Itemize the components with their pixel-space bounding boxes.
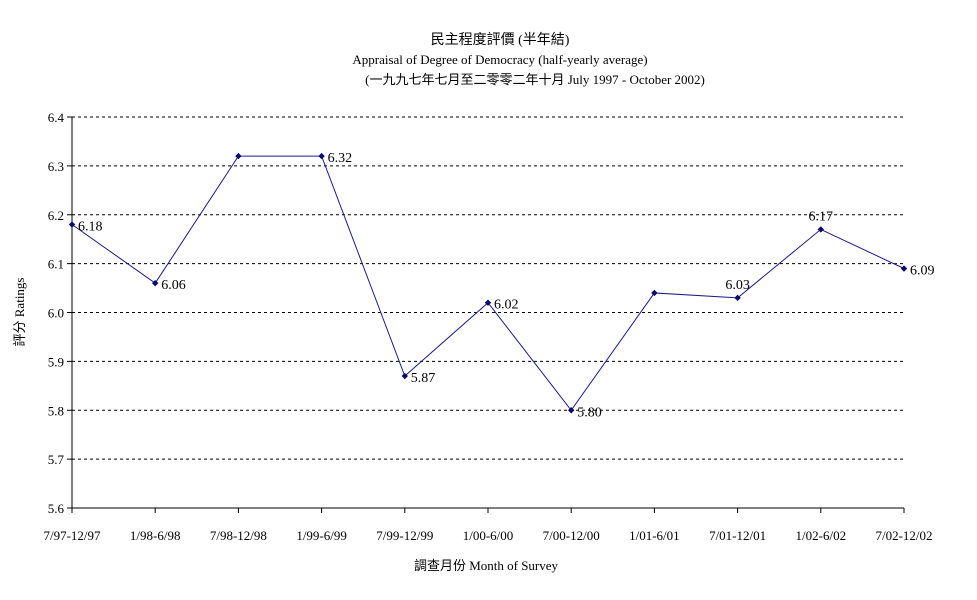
- data-label: 6.06: [161, 278, 186, 293]
- x-tick-label: 7/99-12/99: [376, 528, 433, 543]
- y-tick-label: 6.0: [48, 306, 64, 321]
- y-tick-label: 5.6: [48, 501, 65, 516]
- gridlines: [72, 116, 904, 460]
- chart-subtitle-dates: (一九九七年七月至二零零二年十月 July 1997 - October 200…: [365, 72, 705, 87]
- data-point: [152, 279, 159, 287]
- data-label: 6.17: [809, 209, 834, 224]
- data-label: 6.18: [78, 220, 103, 235]
- chart-subtitle: Appraisal of Degree of Democracy (half-y…: [352, 52, 647, 67]
- x-tick-label: 1/02-6/02: [796, 528, 847, 543]
- data-point: [401, 372, 408, 380]
- data-label: 6.03: [725, 278, 750, 293]
- x-tick-label: 1/00-6/00: [463, 528, 514, 543]
- data-label: 5.80: [577, 405, 602, 420]
- axes: [67, 116, 905, 513]
- x-tick-label: 7/01-12/01: [709, 528, 766, 543]
- series-markers: [68, 152, 908, 414]
- data-point: [235, 152, 242, 160]
- x-axis-title: 調查月份 Month of Survey: [414, 558, 559, 573]
- y-axis-title: 評分 Ratings: [12, 278, 27, 347]
- x-tick-label: 7/97-12/97: [43, 528, 101, 543]
- data-point: [484, 299, 492, 306]
- y-tick-labels: 5.6 5.7 5.8 5.9 6.0 6.1 6.2 6.3 6.4: [48, 110, 65, 516]
- chart-title: 民主程度評價 (半年結): [431, 31, 570, 48]
- data-point: [68, 221, 76, 228]
- series-line-path: [71, 155, 905, 412]
- series-line: [71, 155, 905, 412]
- y-tick-label: 5.9: [48, 354, 64, 369]
- data-label: 5.87: [411, 371, 436, 386]
- y-tick-label: 6.1: [48, 257, 64, 272]
- x-tick-label: 7/00-12/00: [543, 528, 600, 543]
- y-tick-label: 5.8: [48, 403, 64, 418]
- data-label: 6.09: [910, 264, 935, 279]
- y-tick-label: 6.2: [48, 208, 64, 223]
- data-point: [651, 289, 658, 297]
- y-tick-label: 5.7: [48, 452, 65, 467]
- x-tick-label: 1/99-6/99: [296, 528, 347, 543]
- y-tick-label: 6.4: [48, 110, 65, 125]
- x-tick-label: 7/02-12/02: [875, 528, 932, 543]
- data-label: 6.32: [328, 151, 353, 166]
- data-point: [734, 294, 741, 302]
- x-tick-labels: 7/97-12/97 1/98-6/98 7/98-12/98 1/99-6/99 7/…: [43, 528, 932, 543]
- x-tick-label: 1/98-6/98: [130, 528, 181, 543]
- data-point: [817, 226, 824, 233]
- data-point: [568, 407, 575, 414]
- data-label: 6.02: [494, 298, 519, 313]
- data-point: [900, 265, 908, 272]
- data-labels: 6.18 6.06 6.32 5.87 6.02 5.80 6.03 6.17 6.09: [78, 151, 935, 420]
- y-tick-label: 6.3: [48, 159, 64, 174]
- data-point: [318, 152, 325, 160]
- x-tick-label: 1/01-6/01: [629, 528, 680, 543]
- x-tick-label: 7/98-12/98: [210, 528, 267, 543]
